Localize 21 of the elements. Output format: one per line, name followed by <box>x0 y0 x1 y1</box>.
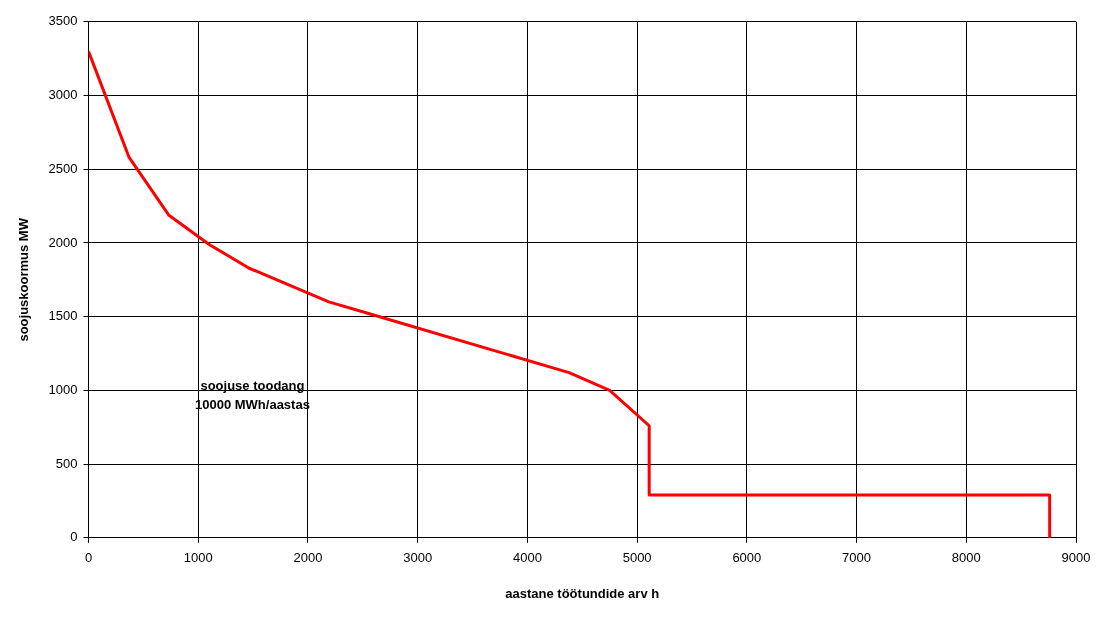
x-tick-label: 4000 <box>512 550 542 566</box>
annotation: soojuse toodang <box>200 377 305 393</box>
y-tick-label: 0 <box>70 529 78 545</box>
y-tick-label: 1000 <box>48 381 78 397</box>
x-tick-label: 5000 <box>622 550 652 566</box>
x-tick-label: 1000 <box>183 550 213 566</box>
x-tick-label: 9000 <box>1061 550 1091 566</box>
y-tick-label: 3000 <box>48 87 78 103</box>
x-tick-label: 0 <box>84 550 93 566</box>
y-tick-label: 1500 <box>48 308 78 324</box>
x-tick-label: 3000 <box>403 550 433 566</box>
y-tick-label: 3500 <box>48 13 78 29</box>
y-axis-title: soojuskoormus MW <box>16 217 32 342</box>
x-axis-title: aastane töötundide arv h <box>505 585 660 601</box>
x-tick-label: 7000 <box>842 550 872 566</box>
y-tick-label: 2000 <box>48 234 78 250</box>
y-tick-label: 2500 <box>48 160 78 176</box>
x-tick-label: 8000 <box>951 550 981 566</box>
y-tick-label: 500 <box>55 455 78 471</box>
x-tick-label: 6000 <box>732 550 762 566</box>
x-tick-label: 2000 <box>293 550 323 566</box>
